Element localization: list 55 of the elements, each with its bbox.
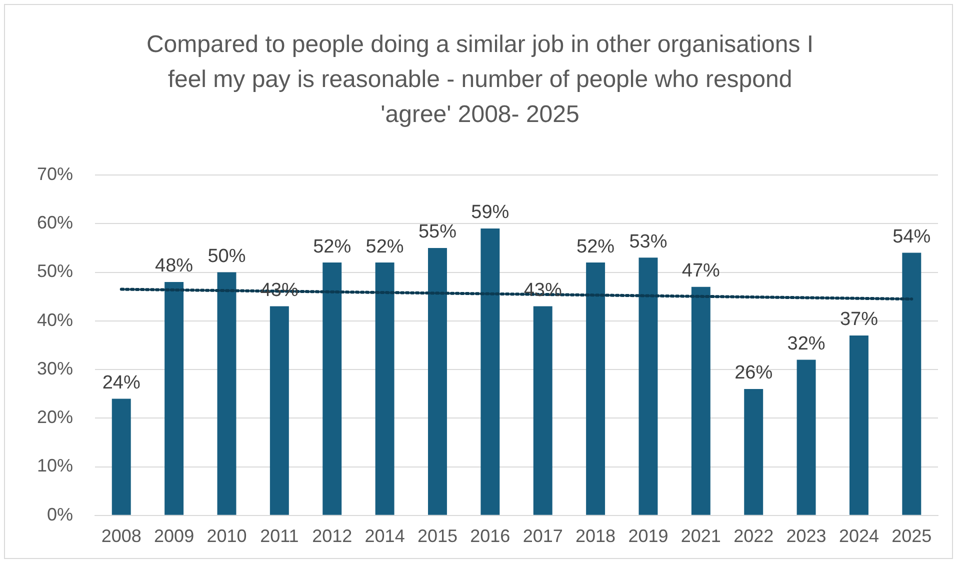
x-tick-label: 2015 (417, 526, 458, 546)
y-tick-label: 70% (36, 164, 74, 184)
y-tick-label: 60% (36, 212, 74, 233)
x-tick-label: 2011 (260, 526, 299, 546)
data-label: 52% (576, 236, 615, 258)
data-label: 52% (366, 236, 404, 258)
x-tick-label: 2022 (734, 526, 774, 546)
data-label: 32% (787, 334, 826, 355)
bar (322, 262, 342, 515)
data-label: 54% (892, 226, 931, 248)
data-label: 55% (418, 222, 457, 243)
y-tick-label: 40% (36, 310, 74, 330)
data-label: 37% (840, 309, 878, 330)
x-tick-label: 2010 (206, 526, 247, 546)
bar (533, 306, 552, 515)
y-tick-label: 20% (36, 407, 74, 428)
x-tick-label: 2019 (628, 526, 668, 546)
x-tick-label: 2018 (576, 526, 616, 546)
bar (270, 306, 289, 515)
data-label: 53% (629, 231, 668, 252)
y-tick-label: 10% (36, 456, 74, 476)
x-tick-label: 2024 (838, 526, 879, 546)
y-tick-label: 50% (36, 261, 74, 282)
bar (849, 335, 868, 515)
x-tick-label: 2008 (101, 526, 142, 546)
bar (428, 248, 447, 515)
bar (586, 262, 606, 515)
bar (375, 262, 394, 515)
bar (796, 360, 816, 515)
data-label: 50% (208, 246, 246, 267)
x-tick-label: 2017 (522, 526, 563, 546)
x-tick-label: 2012 (312, 526, 352, 546)
bar (902, 252, 922, 515)
data-label: 52% (313, 236, 352, 258)
y-tick-label: 30% (36, 358, 74, 378)
bar (164, 282, 184, 515)
data-label: 24% (102, 372, 140, 394)
bar (480, 228, 500, 515)
chart-title: Compared to people doing a similar job in other organisations I feel my pay is reasonable - number of people who respond 'agree' 2008- 2025 (145, 30, 815, 130)
data-label: 48% (155, 256, 194, 277)
bar (691, 286, 710, 515)
x-tick-label: 2009 (154, 526, 194, 546)
data-label: 59% (471, 202, 510, 224)
bar (638, 258, 658, 515)
y-tick-label: 0% (47, 504, 74, 524)
x-tick-label: 2025 (892, 526, 932, 546)
x-tick-label: 2023 (786, 526, 826, 546)
bar (217, 272, 236, 515)
bar (744, 388, 764, 515)
x-tick-label: 2016 (470, 526, 510, 546)
data-label: 47% (682, 260, 720, 282)
data-label: 26% (734, 362, 773, 384)
x-tick-label: 2014 (364, 526, 405, 546)
bar (112, 398, 131, 515)
x-tick-label: 2021 (680, 526, 721, 546)
